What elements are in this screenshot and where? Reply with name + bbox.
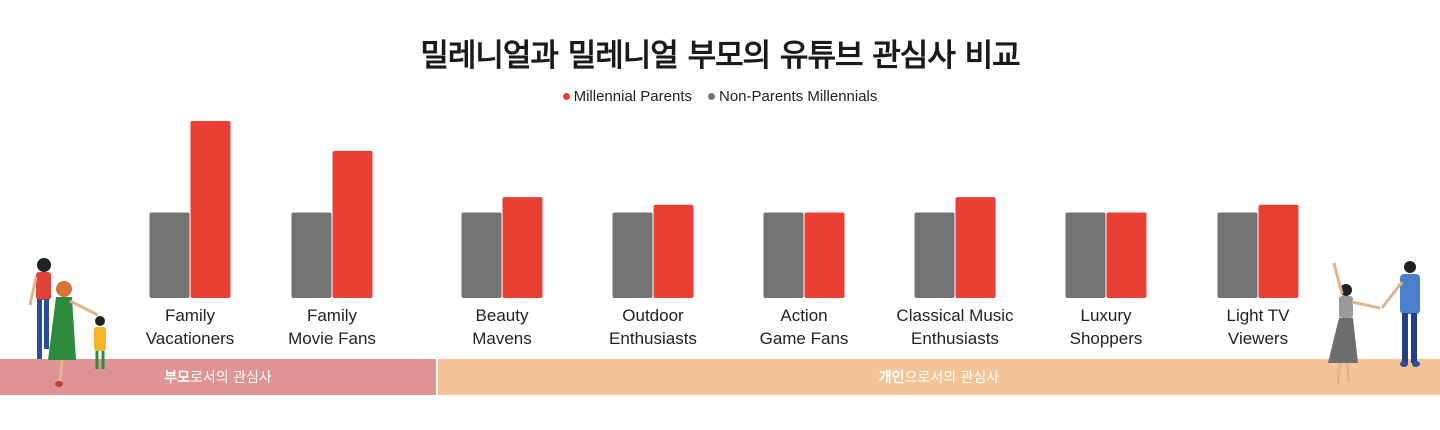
bar-non-parents-6	[1065, 212, 1106, 298]
family-illustration	[28, 258, 106, 387]
band-personal-interests: 개인 으로서의 관심사	[438, 359, 1440, 395]
legend-label-non-parents: Non-Parents Millennials	[718, 88, 878, 105]
bar-parents-1	[332, 150, 373, 298]
legend-dot-parents	[562, 93, 570, 100]
bar-non-parents-5	[914, 212, 955, 298]
bar-non-parents-2	[461, 212, 502, 298]
band-personal-rest: 으로서의 관심사	[904, 370, 1000, 386]
x-tick-label-1: Family Movie Fans	[288, 306, 376, 348]
legend-dot-non-parents	[707, 93, 715, 100]
legend-label-parents: Millennial Parents	[573, 88, 692, 105]
couple-illustration	[1328, 261, 1420, 385]
bar-parents-2	[502, 197, 543, 298]
x-tick-label-5: Classical Music Enthusiasts	[896, 306, 1014, 348]
bar-non-parents-3	[612, 212, 653, 298]
band-parent-rest: 로서의 관심사	[190, 370, 272, 386]
bar-parents-6	[1106, 212, 1147, 298]
x-tick-label-7: Light TV Viewers	[1226, 306, 1290, 348]
bar-parents-3	[653, 204, 694, 298]
legend-item-non-parents: Non-Parents Millennials	[707, 88, 878, 105]
chart-title: 밀레니얼과 밀레니얼 부모의 유튜브 관심사 비교	[420, 38, 1020, 74]
bar-non-parents-1	[291, 212, 332, 298]
x-tick-label-4: Action Game Fans	[760, 306, 849, 348]
band-personal-bold: 개인	[878, 370, 905, 386]
bar-parents-7	[1258, 204, 1299, 298]
bar-parents-4	[804, 212, 845, 298]
band-parent-bold: 부모	[164, 370, 191, 386]
legend: Millennial Parents Non-Parents Millennia…	[0, 88, 1440, 105]
bar-parents-0	[190, 121, 231, 298]
bar-non-parents-7	[1217, 212, 1258, 298]
bar-chart: Family Vacationers Family Movie Fans Beauty M…	[146, 121, 1299, 348]
x-tick-label-6: Luxury Shoppers	[1070, 306, 1143, 348]
band-parent-interests: 부모 로서의 관심사	[0, 359, 436, 395]
legend-item-parents: Millennial Parents	[562, 88, 692, 105]
bar-non-parents-0	[149, 212, 190, 298]
bar-parents-5	[955, 197, 996, 298]
bar-non-parents-4	[763, 212, 804, 298]
x-tick-label-0: Family Vacationers	[146, 306, 235, 348]
x-tick-label-3: Outdoor Enthusiasts	[609, 306, 697, 348]
x-tick-label-2: Beauty Mavens	[472, 306, 532, 348]
